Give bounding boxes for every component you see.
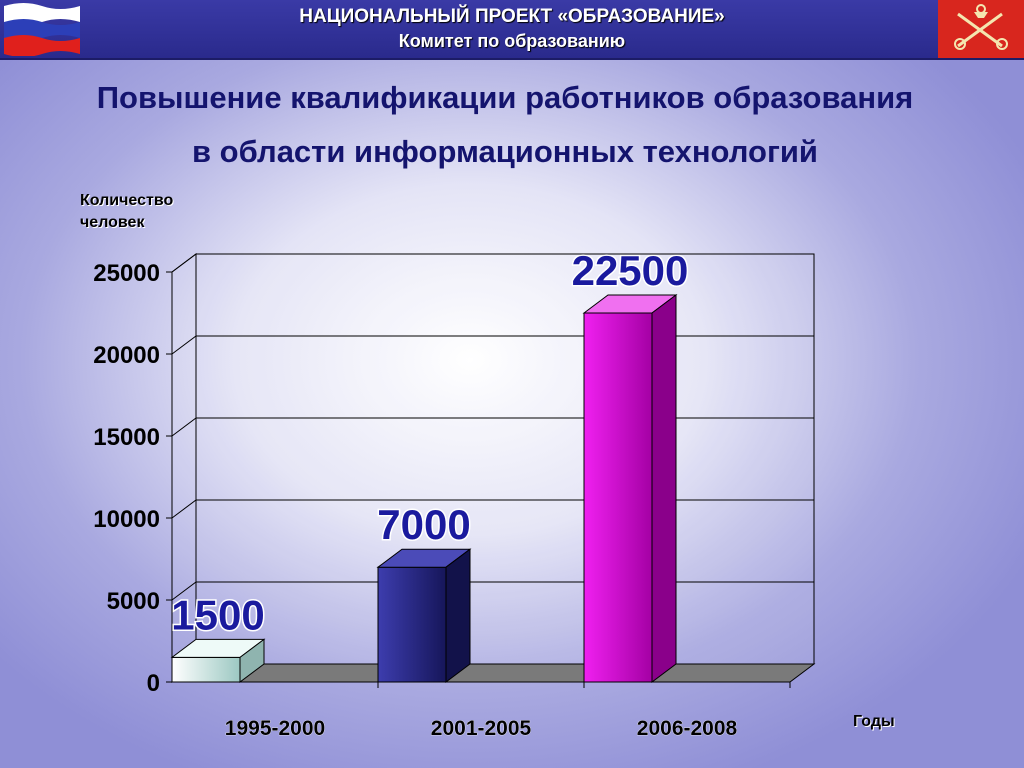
st-petersburg-emblem-icon (938, 0, 1024, 58)
chart-floor (170, 663, 816, 683)
x-tick-label: 1995-2000 (225, 717, 325, 740)
data-label: 1500 (171, 591, 264, 638)
x-tick-label: 2006-2008 (637, 717, 738, 740)
bar-side (239, 638, 265, 683)
x-axis-label: Годы (853, 713, 895, 730)
bar (377, 566, 447, 683)
y-axis-label-line1: Количество (80, 192, 174, 209)
y-tick-label: 20000 (93, 342, 160, 369)
data-label: 7000 (377, 501, 470, 548)
slide-title-line2: в области информационных технологий (192, 134, 818, 169)
bar (171, 656, 241, 683)
header-bar: НАЦИОНАЛЬНЫЙ ПРОЕКТ «ОБРАЗОВАНИЕ» Комите… (0, 0, 1024, 60)
chart-back-wall (195, 253, 815, 665)
y-tick-label: 15000 (93, 424, 160, 451)
gridline (171, 253, 814, 273)
header-committee-title: Комитет по образованию (398, 31, 626, 51)
bar (583, 312, 653, 683)
header-project-title: НАЦИОНАЛЬНЫЙ ПРОЕКТ «ОБРАЗОВАНИЕ» (299, 6, 725, 27)
y-tick-label: 0 (147, 670, 160, 697)
y-tick-label: 25000 (93, 260, 160, 287)
bar-side (445, 548, 471, 683)
data-label: 22500 (572, 247, 689, 294)
y-tick-label: 5000 (107, 588, 160, 615)
y-tick-label: 10000 (93, 506, 160, 533)
russian-flag-icon (4, 3, 80, 56)
y-axis-label-line2: человек (80, 214, 145, 231)
y-axis-label: Количество человек (80, 190, 173, 234)
bar-side (651, 294, 677, 683)
x-tick-label: 2001-2005 (431, 717, 532, 740)
slide-title-line1: Повышение квалификации работников образо… (96, 80, 914, 115)
